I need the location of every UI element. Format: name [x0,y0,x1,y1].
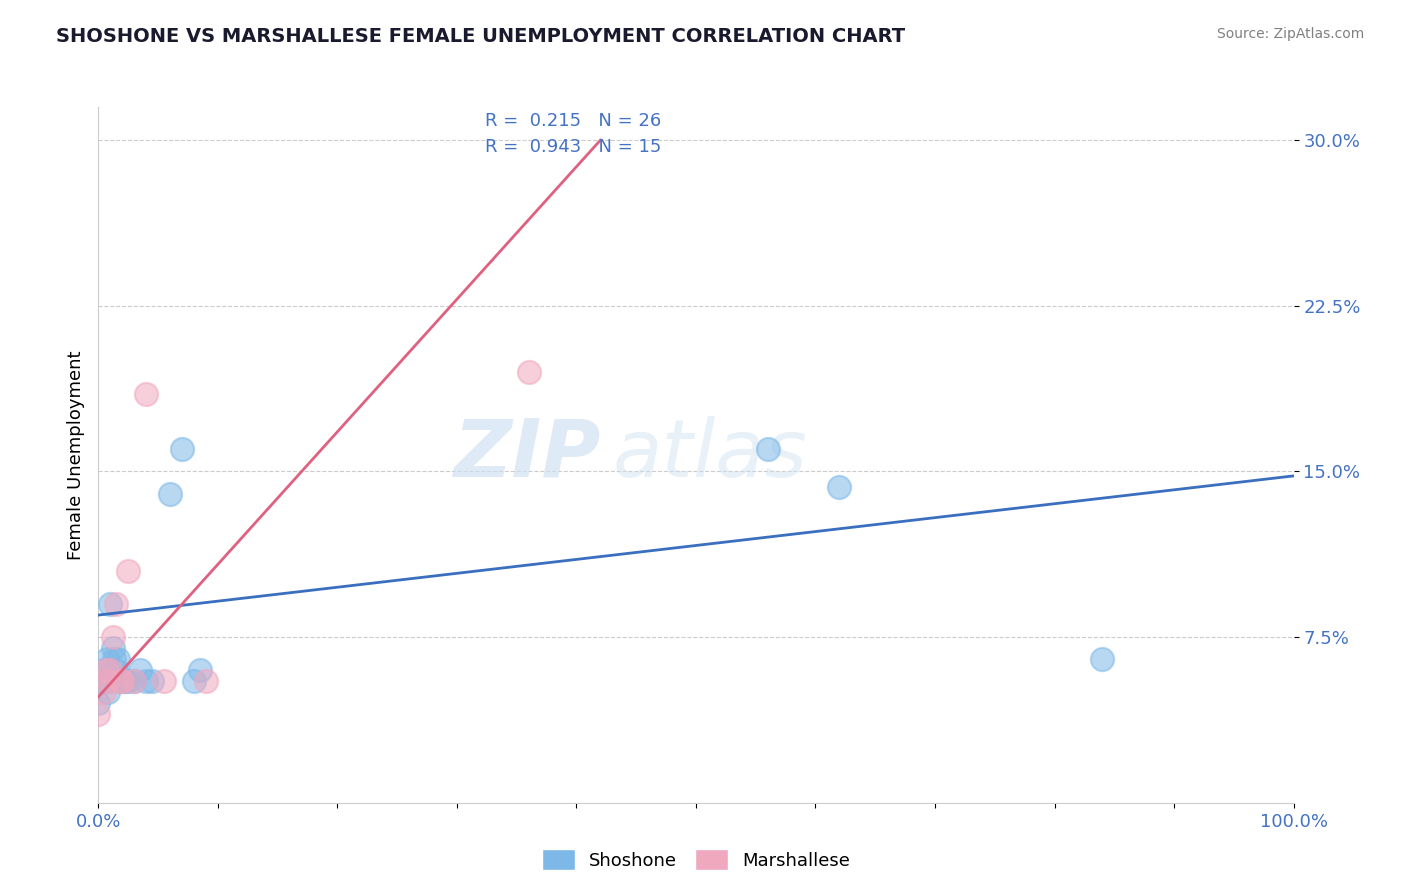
Point [1091,652,1114,666]
Text: R =  0.943   N = 15: R = 0.943 N = 15 [485,138,661,156]
Point [111,674,134,689]
Text: atlas: atlas [612,416,807,494]
Point [98,674,121,689]
Point [93,663,115,677]
Point [93,674,115,689]
Point [103,652,125,666]
Point [188,663,211,677]
Point [98,597,122,611]
Point [517,365,540,379]
Point [98,663,122,677]
Point [135,387,157,401]
Point [108,674,131,689]
Point [129,663,152,677]
Legend: Shoshone, Marshallese: Shoshone, Marshallese [534,842,858,877]
Point [94,663,117,677]
Point [153,674,176,689]
Point [117,674,139,689]
Point [101,641,124,656]
Point [183,674,205,689]
Y-axis label: Female Unemployment: Female Unemployment [66,351,84,559]
Text: SHOSHONE VS MARSHALLESE FEMALE UNEMPLOYMENT CORRELATION CHART: SHOSHONE VS MARSHALLESE FEMALE UNEMPLOYM… [56,27,905,45]
Point [96,652,118,666]
Point [105,597,128,611]
Point [107,652,129,666]
Point [135,674,157,689]
Point [114,674,136,689]
Point [87,697,110,711]
Point [194,674,217,689]
Point [756,442,779,457]
Point [828,480,851,494]
Point [124,674,146,689]
Point [97,674,120,689]
Point [159,486,181,500]
Point [108,674,131,689]
Point [101,630,124,644]
Text: R =  0.215   N = 26: R = 0.215 N = 26 [485,112,661,129]
Point [97,685,120,699]
Point [111,674,134,689]
Point [105,663,128,677]
Point [172,442,194,457]
Point [93,685,115,699]
Point [124,674,146,689]
Text: ZIP: ZIP [453,416,600,494]
Text: Source: ZipAtlas.com: Source: ZipAtlas.com [1216,27,1364,41]
Point [87,707,110,722]
Point [141,674,163,689]
Point [117,564,139,578]
